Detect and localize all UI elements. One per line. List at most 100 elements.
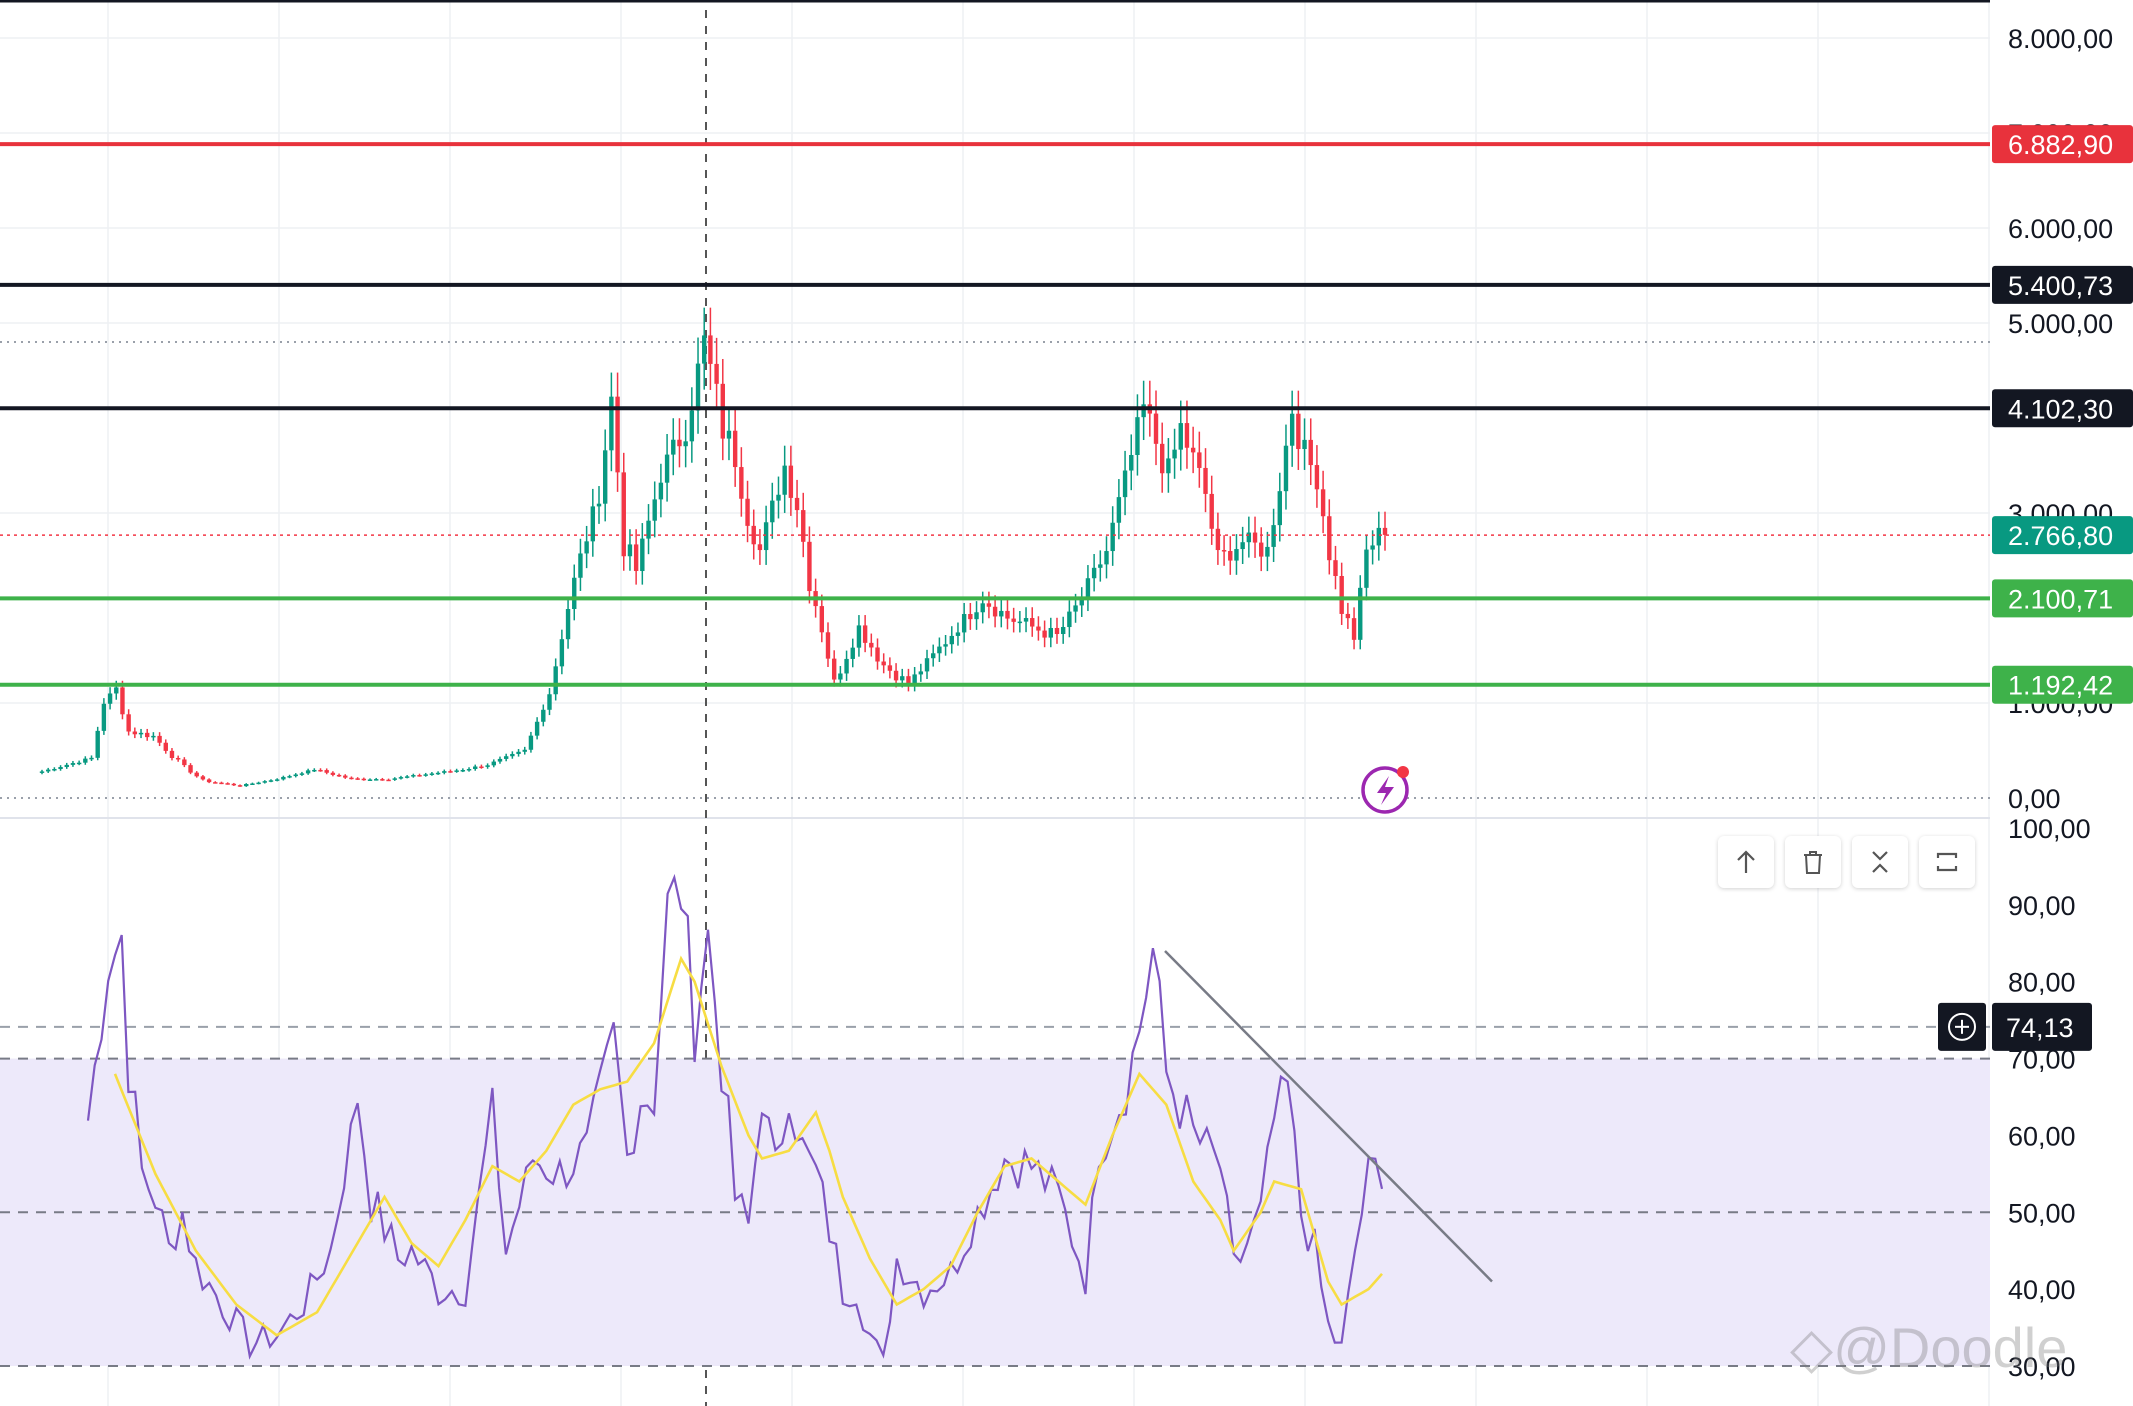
candle (1129, 434, 1134, 491)
candle (1327, 499, 1332, 575)
candle (145, 728, 150, 741)
trendline-segment (1164, 950, 1493, 1283)
lightning-icon[interactable] (1361, 766, 1409, 814)
candle (825, 622, 831, 668)
candle (361, 777, 367, 781)
candle (782, 445, 787, 513)
move-up-button[interactable] (1718, 836, 1774, 888)
candle (869, 633, 874, 657)
watermark-logo: ◇@Doodle (1790, 1316, 2068, 1379)
candle (510, 751, 515, 759)
candle (831, 650, 837, 687)
maximize-icon (1936, 852, 1958, 872)
price-tick: 6.000,00 (2008, 214, 2113, 244)
candle (343, 774, 348, 779)
candle (244, 783, 249, 787)
candle (70, 760, 76, 767)
oscillator-tick: 100,00 (2008, 814, 2091, 844)
candle (39, 769, 45, 775)
candle (1302, 418, 1307, 470)
candle (949, 626, 954, 654)
candle (299, 771, 305, 776)
candle (677, 418, 682, 468)
candle (912, 667, 917, 692)
candle (169, 748, 175, 761)
candle (1110, 506, 1115, 566)
candle (757, 529, 763, 565)
candle (801, 492, 806, 558)
current-value-text: 74,13 (2006, 1013, 2074, 1043)
svg-text:2.100,71: 2.100,71 (2008, 584, 2113, 614)
candle (633, 529, 639, 585)
level-label: 5.400,73 (1992, 265, 2133, 304)
candle (473, 764, 478, 771)
candle (1197, 431, 1202, 488)
candle (862, 615, 868, 653)
candle (974, 601, 979, 630)
candle (1376, 511, 1382, 561)
candle (1172, 428, 1177, 479)
candle (485, 763, 490, 769)
candle (324, 768, 329, 775)
candle (689, 387, 695, 463)
candle (175, 755, 181, 762)
level-label: 2.766,80 (1992, 516, 2133, 555)
candle (924, 649, 930, 680)
candle (1116, 479, 1122, 540)
candle (163, 739, 168, 754)
price-candles (39, 307, 1388, 787)
candle (881, 653, 886, 674)
candle (664, 433, 670, 502)
candle (1011, 607, 1016, 633)
candle (955, 622, 961, 646)
svg-text:2.766,80: 2.766,80 (2008, 521, 2113, 551)
collapse-button[interactable] (1852, 836, 1908, 888)
candle (1265, 531, 1270, 572)
candle (578, 538, 583, 591)
delete-button[interactable] (1785, 836, 1841, 888)
candle (844, 650, 849, 681)
candle (225, 782, 230, 785)
trendline[interactable] (1164, 950, 1493, 1283)
oscillator-tick: 30,00 (2008, 1352, 2076, 1382)
oscillator-current-value: 74,13 (1938, 1002, 2092, 1051)
candle (961, 602, 967, 643)
price-tick: 0,00 (2008, 784, 2061, 814)
candle (58, 765, 63, 771)
candle (151, 732, 156, 741)
candle (671, 418, 676, 476)
price-tick: 5.000,00 (2008, 309, 2113, 339)
candle (658, 463, 664, 518)
candle (819, 594, 825, 643)
candle (1314, 445, 1320, 508)
candle (1098, 550, 1103, 582)
candle (856, 615, 862, 657)
candle (1042, 620, 1047, 648)
candle (547, 688, 552, 716)
candle (479, 764, 484, 769)
candle (1345, 602, 1351, 629)
horizontal-levels (0, 142, 1990, 687)
oscillator-axis: 100,0090,0080,0070,0060,0050,0040,0030,0… (2008, 814, 2091, 1382)
level-label: 2.100,71 (1992, 579, 2133, 618)
candle (534, 717, 540, 740)
level-labels: 6.882,90 5.400,73 4.102,30 2.766,80 2.100,71… (1992, 125, 2133, 704)
candle (572, 564, 577, 621)
candle (1184, 400, 1190, 469)
candle (157, 732, 162, 747)
maximize-button[interactable] (1919, 836, 1975, 888)
candle (404, 775, 410, 779)
candle (1215, 512, 1221, 565)
candle (52, 767, 57, 772)
candle (627, 529, 633, 571)
candle (918, 663, 924, 682)
candle (1296, 390, 1301, 470)
candle (330, 771, 336, 777)
candle (770, 482, 775, 539)
candle (553, 658, 558, 701)
candle (559, 629, 565, 675)
candle (120, 680, 125, 720)
candle (565, 597, 571, 649)
candle (702, 307, 707, 390)
